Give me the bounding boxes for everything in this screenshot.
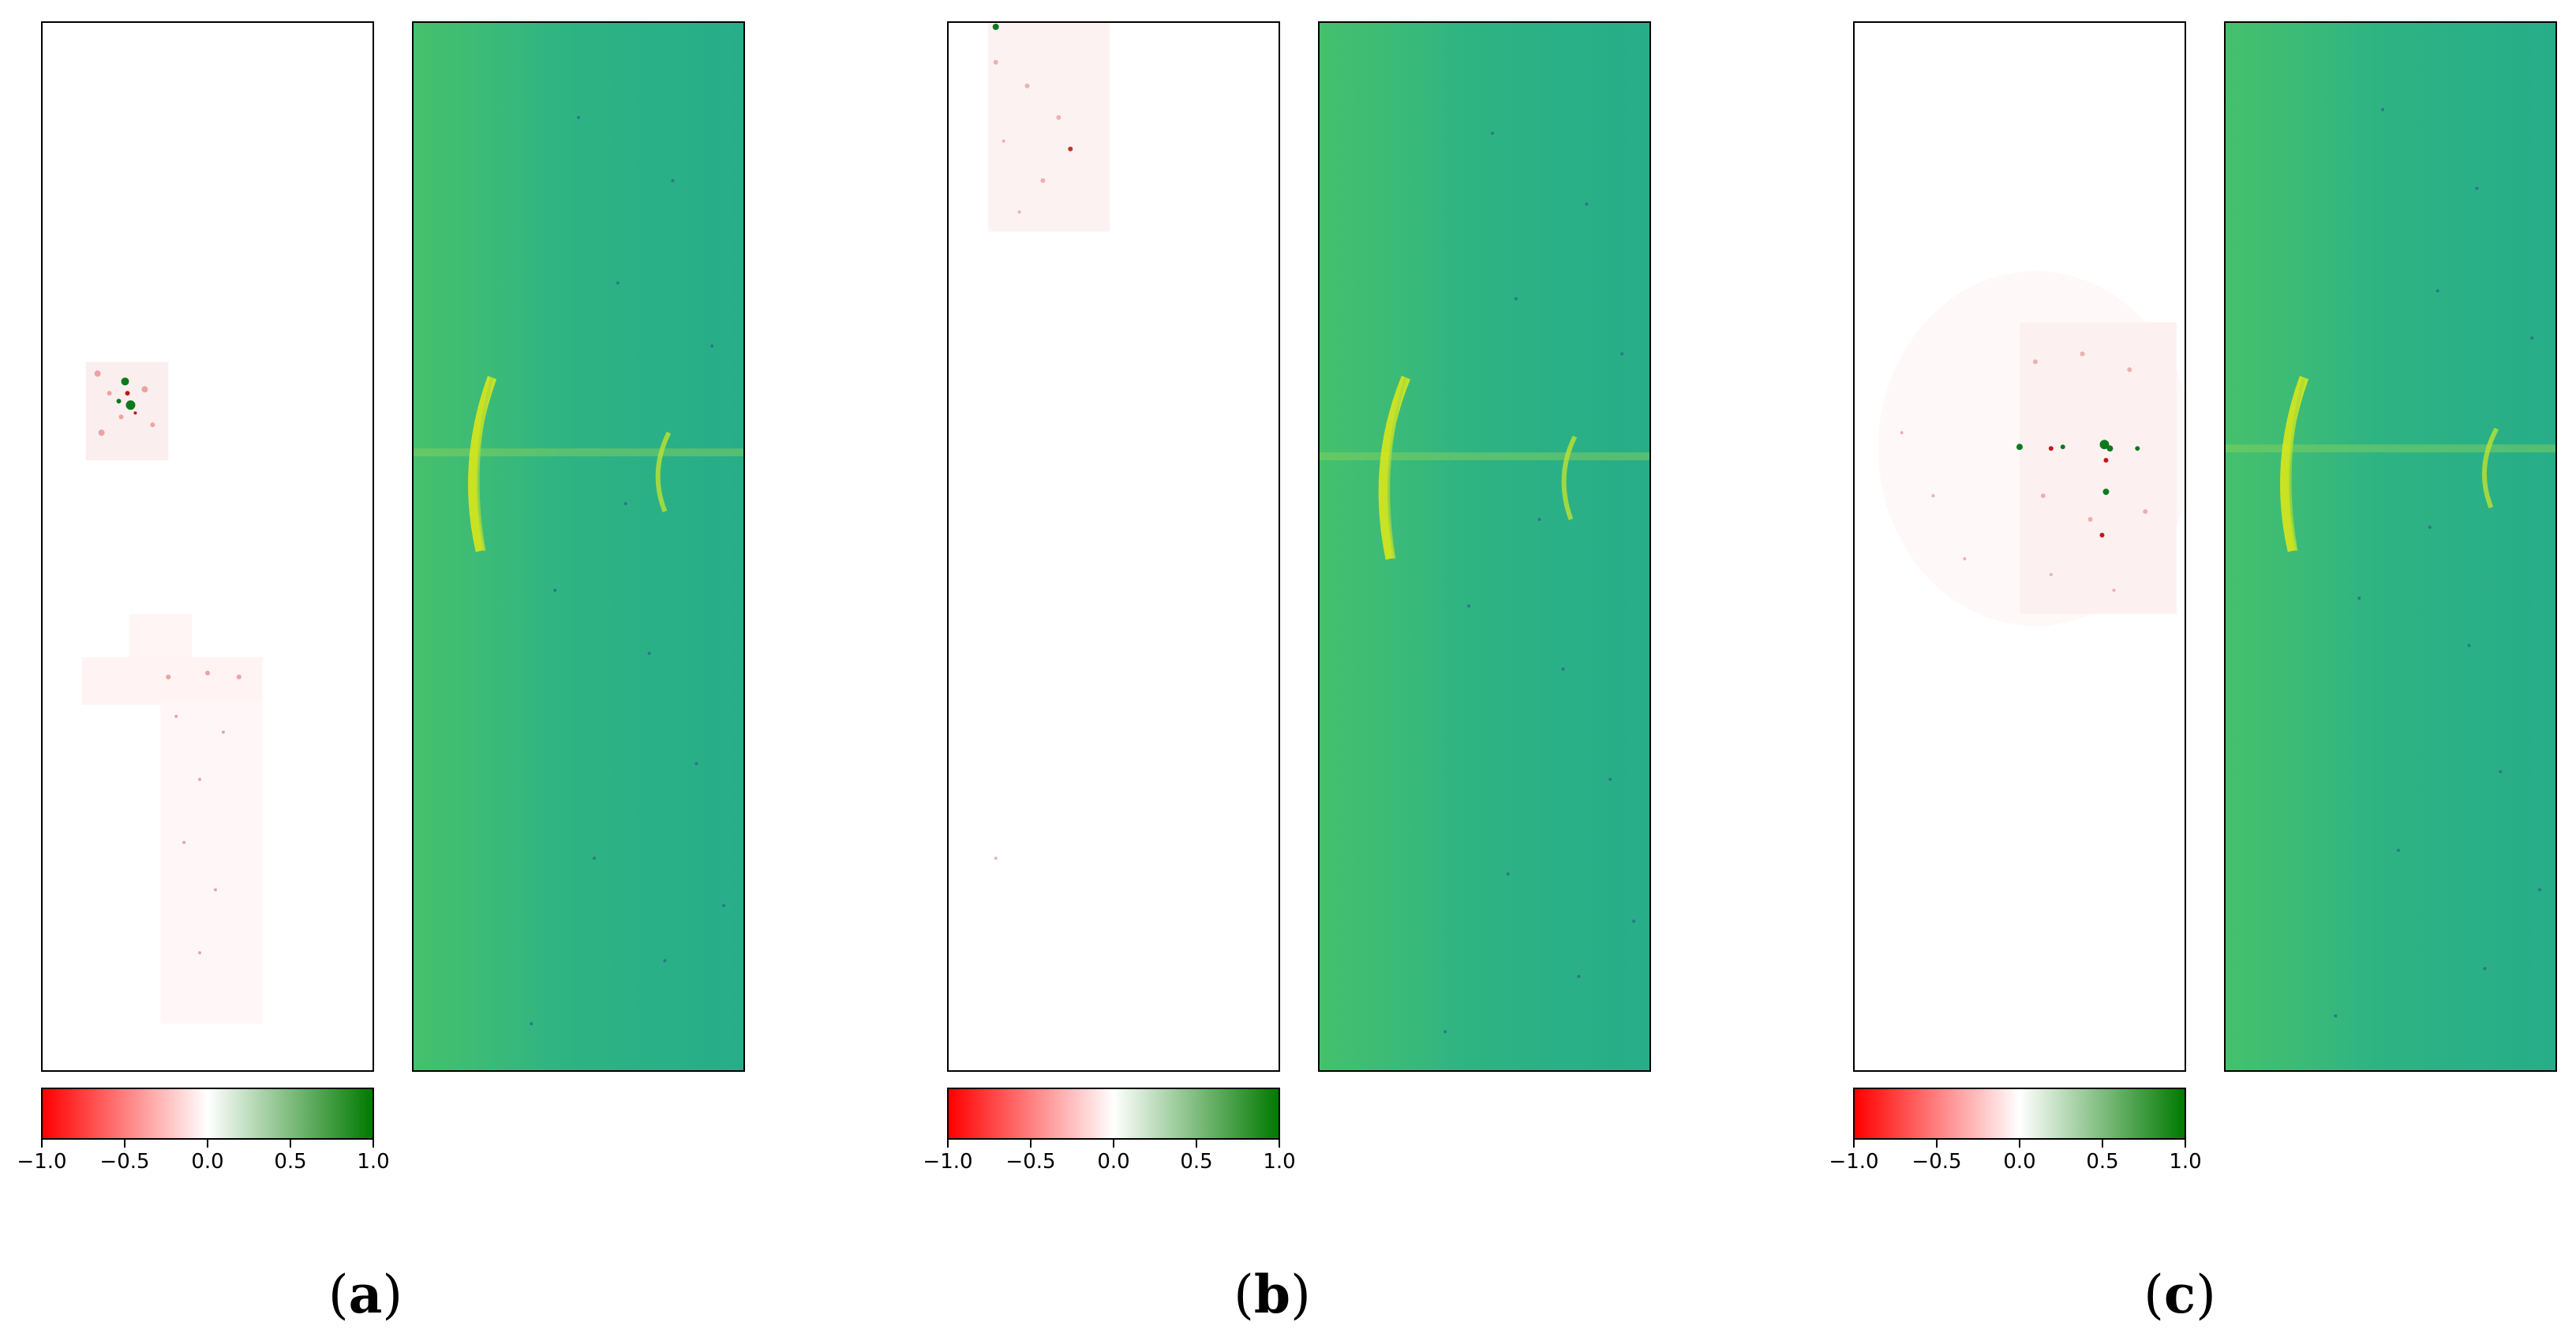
colorbar-tick-label: −0.5 <box>1911 1150 1962 1174</box>
colorbar-tick-label: 0.0 <box>1097 1150 1130 1174</box>
colorbar-tick <box>290 1140 291 1148</box>
colorbar-gradient <box>949 1089 1279 1138</box>
spectrogram-plot <box>414 23 743 1070</box>
panel-group-c: (c) −1.0 −0.5 0.0 0.5 1.0 <box>1812 0 2576 1337</box>
attribution-map <box>41 21 374 1072</box>
colorbar-tick-label: 0.0 <box>191 1150 224 1174</box>
attribution-map <box>947 21 1280 1072</box>
spectrogram <box>2224 21 2557 1072</box>
panel-group-b: (b) −1.0 −0.5 0.0 0.5 1.0 <box>906 0 1695 1337</box>
attribution-plot <box>1878 271 2185 626</box>
panel-caption: (c) <box>2144 1264 2216 1325</box>
colorbar-tick <box>1113 1140 1114 1148</box>
colorbar-tick-label: −0.5 <box>99 1150 150 1174</box>
colorbar-tick-label: 0.5 <box>274 1150 307 1174</box>
colorbar-tick-label: 1.0 <box>2169 1150 2202 1174</box>
colorbar-tick <box>1279 1140 1280 1148</box>
panel-group-a: (a) −1.0 −0.5 0.0 0.5 1.0 <box>0 0 789 1337</box>
colorbar <box>1853 1088 2186 1140</box>
colorbar-tick-label: −0.5 <box>1005 1150 1056 1174</box>
colorbar-tick-label: 0.5 <box>1180 1150 1213 1174</box>
colorbar-tick <box>1030 1140 1032 1148</box>
colorbar-tick-label: −1.0 <box>1829 1150 1879 1174</box>
colorbar-gradient <box>43 1089 373 1138</box>
attribution-map <box>1853 21 2186 1072</box>
colorbar-tick <box>41 1140 43 1148</box>
colorbar-tick <box>2019 1140 2020 1148</box>
colorbar-tick <box>2185 1140 2186 1148</box>
colorbar-tick-label: 1.0 <box>1263 1150 1296 1174</box>
colorbar <box>41 1088 374 1140</box>
colorbar-tick <box>1196 1140 1197 1148</box>
colorbar-tick-label: 0.5 <box>2086 1150 2119 1174</box>
colorbar-tick-label: 0.0 <box>2003 1150 2036 1174</box>
colorbar-tick <box>1853 1140 1855 1148</box>
colorbar-tick <box>2102 1140 2103 1148</box>
colorbar-tick-label: −1.0 <box>923 1150 973 1174</box>
spectrogram-plot <box>2226 23 2555 1070</box>
attribution-plot <box>81 361 263 1024</box>
spectrogram <box>1318 21 1651 1072</box>
colorbar-tick <box>947 1140 949 1148</box>
colorbar-tick <box>207 1140 208 1148</box>
colorbar-tick <box>1936 1140 1938 1148</box>
colorbar-tick-label: 1.0 <box>357 1150 390 1174</box>
colorbar-tick <box>124 1140 125 1148</box>
panel-caption: (a) <box>328 1264 403 1325</box>
attribution-plot <box>987 23 1110 860</box>
colorbar-gradient <box>1855 1089 2185 1138</box>
panel-caption: (b) <box>1234 1264 1311 1325</box>
spectrogram-plot <box>1320 23 1649 1070</box>
colorbar-tick-label: −1.0 <box>17 1150 67 1174</box>
colorbar <box>947 1088 1280 1140</box>
colorbar-tick <box>373 1140 374 1148</box>
spectrogram <box>412 21 745 1072</box>
